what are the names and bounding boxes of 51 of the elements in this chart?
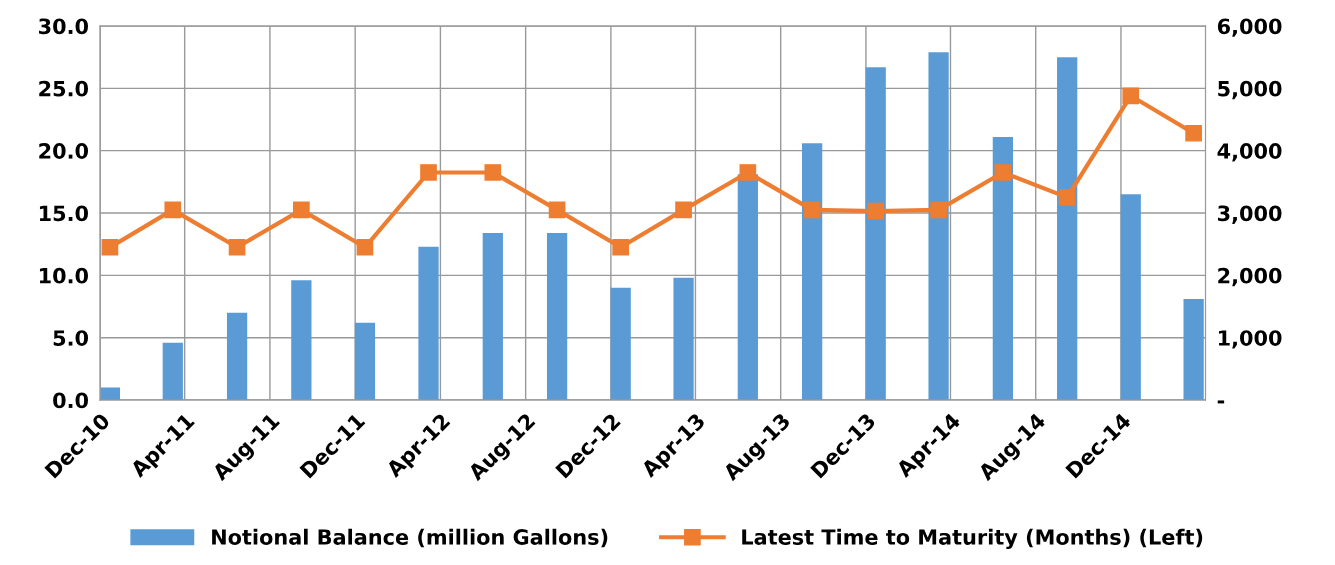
point	[1122, 87, 1140, 105]
point	[164, 201, 182, 219]
bar	[673, 277, 694, 401]
point	[739, 164, 757, 181]
bar	[291, 280, 312, 401]
y-tick-label: 5.0	[53, 330, 89, 346]
point	[803, 201, 821, 219]
point	[675, 201, 692, 219]
point	[1058, 189, 1076, 206]
bar	[1183, 299, 1204, 401]
y-tick-label: 15.0	[39, 205, 89, 222]
bar	[1057, 57, 1078, 401]
bar	[801, 143, 823, 401]
y2-tick-label: 5,000	[1218, 80, 1282, 100]
legend-label: Notional Balance (million Gallons)	[212, 528, 608, 548]
point	[1185, 124, 1202, 142]
legend-label: Latest Time to Maturity (Months) (Left)	[742, 528, 1203, 550]
y2-tick-label: 1,000	[1218, 330, 1282, 349]
bar	[610, 287, 631, 401]
bar	[737, 174, 758, 401]
point	[228, 238, 246, 256]
bar	[354, 322, 376, 401]
bar	[865, 67, 886, 401]
bar	[992, 136, 1014, 401]
bar	[1120, 194, 1141, 401]
point	[101, 238, 119, 256]
point	[930, 201, 947, 219]
point	[484, 164, 502, 181]
y2-tick-label: 2,000	[1218, 267, 1282, 287]
bar	[928, 52, 949, 401]
y-tick-label: 20.0	[39, 143, 89, 159]
y2-tick-label: 4,000	[1217, 143, 1282, 162]
y-tick-label: 25.0	[39, 80, 89, 97]
bar	[418, 246, 439, 401]
y-tick-label: 10.0	[39, 267, 89, 284]
bar	[226, 312, 248, 401]
y-tick-label: 30.0	[39, 18, 89, 35]
point	[293, 201, 310, 219]
y-tick-label: 0.0	[53, 392, 89, 409]
point	[356, 238, 374, 256]
point	[420, 164, 437, 181]
y2-tick-label: -	[1217, 400, 1225, 404]
bar	[482, 232, 503, 401]
bar	[162, 342, 183, 401]
y2-tick-label: 6,000	[1217, 18, 1282, 37]
y2-tick-label: 3,000	[1218, 205, 1282, 224]
point	[548, 201, 566, 219]
point	[867, 202, 885, 220]
point	[612, 238, 630, 256]
bar	[546, 232, 568, 401]
point	[994, 164, 1012, 181]
